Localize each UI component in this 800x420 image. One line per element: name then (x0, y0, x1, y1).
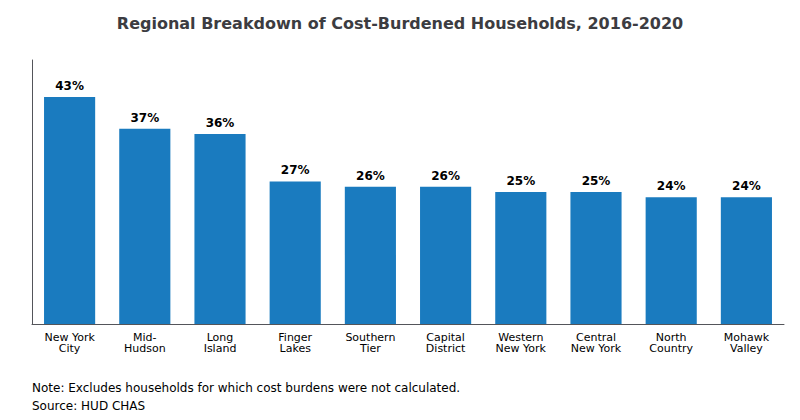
svg-text:North: North (655, 331, 687, 344)
svg-text:43%: 43% (55, 79, 84, 93)
svg-text:Long: Long (206, 331, 234, 344)
svg-text:Valley: Valley (730, 342, 763, 355)
svg-text:Capital: Capital (426, 331, 465, 344)
svg-text:Southern: Southern (345, 331, 396, 344)
svg-text:Note: Excludes households for: Note: Excludes households for which cost… (32, 381, 460, 395)
svg-text:Source: HUD CHAS: Source: HUD CHAS (32, 399, 145, 413)
svg-text:25%: 25% (506, 174, 535, 188)
svg-text:New York: New York (496, 342, 547, 355)
svg-text:26%: 26% (356, 169, 385, 183)
svg-text:Western: Western (498, 331, 544, 344)
svg-text:Regional Breakdown of Cost-Bur: Regional Breakdown of Cost-Burdened Hous… (117, 14, 683, 33)
svg-text:24%: 24% (732, 179, 761, 193)
svg-text:25%: 25% (582, 174, 611, 188)
svg-text:27%: 27% (281, 163, 310, 177)
svg-text:New York: New York (571, 342, 622, 355)
svg-text:District: District (426, 342, 466, 355)
svg-text:City: City (59, 342, 81, 355)
svg-text:Country: Country (649, 342, 693, 355)
svg-text:36%: 36% (206, 116, 235, 130)
svg-text:Finger: Finger (278, 331, 313, 344)
svg-text:26%: 26% (431, 169, 460, 183)
svg-text:Mohawk: Mohawk (723, 331, 770, 344)
svg-text:Central: Central (576, 331, 616, 344)
svg-text:Lakes: Lakes (280, 342, 312, 355)
svg-text:New York: New York (44, 331, 95, 344)
svg-text:Hudson: Hudson (124, 342, 166, 355)
svg-text:Tier: Tier (359, 342, 381, 355)
svg-text:Island: Island (204, 342, 237, 355)
svg-text:37%: 37% (130, 111, 159, 125)
svg-text:Mid-: Mid- (133, 331, 157, 344)
svg-text:24%: 24% (657, 179, 686, 193)
